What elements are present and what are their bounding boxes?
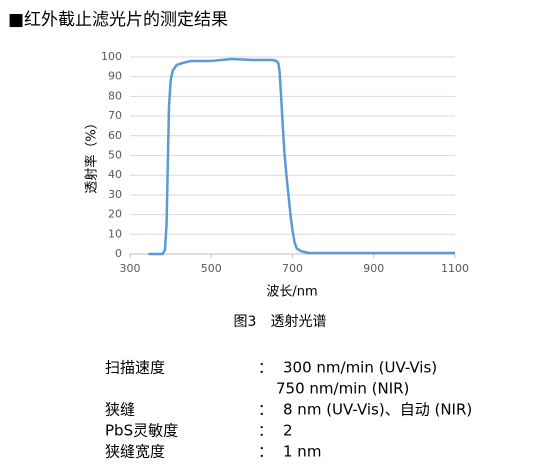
y-tick-label: 30 [108,188,122,201]
spec-value: 300 nm/min (UV-Vis) [283,359,437,377]
specs: 扫描速度 ： 300 nm/min (UV-Vis) 750 nm/min (NIR)… [105,359,472,461]
spec-label: 狭缝 [105,401,135,419]
y-tick-label: 60 [108,129,122,142]
chart: 0 10 20 30 40 50 60 70 80 90 100 300 500 700 900 1100 [101,50,469,275]
y-tick-label: 40 [108,168,122,181]
x-tick-label: 500 [201,262,222,275]
spec-value: 750 nm/min (NIR) [276,380,409,398]
y-tick-label: 10 [108,227,122,240]
x-tick-label: 300 [120,262,141,275]
spec-separator: ： [258,401,273,419]
y-tick-label: 80 [108,89,122,102]
y-tick-label: 70 [108,109,122,122]
x-tick-label: 1100 [441,262,469,275]
spec-value: 8 nm (UV-Vis)、自动 (NIR) [283,401,472,419]
y-tick-label: 50 [108,149,122,162]
x-axis-label: 波长/nm [266,285,317,300]
x-tick-label: 700 [282,262,303,275]
y-tick-label: 20 [108,208,122,221]
spec-label: 扫描速度 [105,359,165,377]
x-tick-label: 900 [363,262,384,275]
y-axis-label: 透射率（%） [84,116,100,193]
spec-separator: ： [258,359,273,377]
spec-value: 2 [283,422,293,440]
spec-separator: ： [258,422,273,440]
spec-label: PbS灵敏度 [105,422,178,440]
y-tick-label: 90 [108,70,122,83]
data-line [148,57,455,256]
y-tick-label: 0 [115,247,122,260]
heading: ■红外截止滤光片的测定结果 [8,10,228,30]
spec-label: 狭缝宽度 [105,443,165,461]
spec-value: 1 nm [283,443,321,461]
spec-separator: ： [258,443,273,461]
y-tick-label: 100 [101,50,122,63]
figure-caption: 图3 透射光谱 [234,314,327,330]
